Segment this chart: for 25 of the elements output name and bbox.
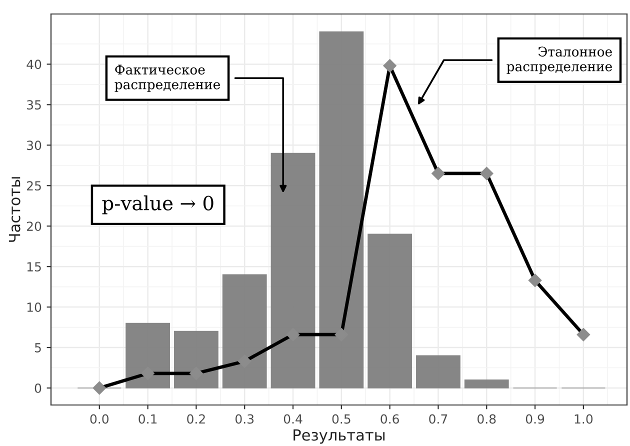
x-tick-label: 0.6: [380, 414, 399, 424]
annotation: Эталонное распределение: [506, 46, 612, 74]
y-tick-label: 10: [27, 302, 42, 312]
y-tick-label: 15: [27, 262, 41, 272]
annotation: p-value → 0: [102, 195, 214, 214]
x-axis-title: Результаты: [294, 429, 385, 444]
annotation: Фактическое распределение: [114, 64, 220, 92]
y-tick-label: 0: [34, 383, 42, 393]
y-tick-label: 5: [34, 343, 41, 352]
y-tick-label: 35: [27, 100, 41, 110]
x-tick-label: 0.9: [526, 414, 544, 424]
x-tick-label: 0.0: [90, 414, 109, 424]
x-tick-label: 1.0: [574, 414, 593, 424]
x-tick-label: 0.1: [138, 414, 157, 424]
y-tick-label: 30: [27, 140, 42, 150]
x-tick-label: 0.2: [187, 414, 205, 424]
y-tick-label: 40: [26, 60, 42, 70]
y-axis-title: Частоты: [8, 177, 20, 242]
y-tick-label: 20: [26, 222, 42, 232]
x-tick-label: 0.5: [332, 414, 350, 424]
x-tick-label: 0.7: [429, 414, 448, 424]
x-tick-label: 0.3: [236, 414, 254, 424]
x-tick-label: 0.8: [478, 414, 496, 424]
y-tick-label: 25: [26, 181, 41, 191]
x-tick-label: 0.4: [284, 414, 302, 424]
